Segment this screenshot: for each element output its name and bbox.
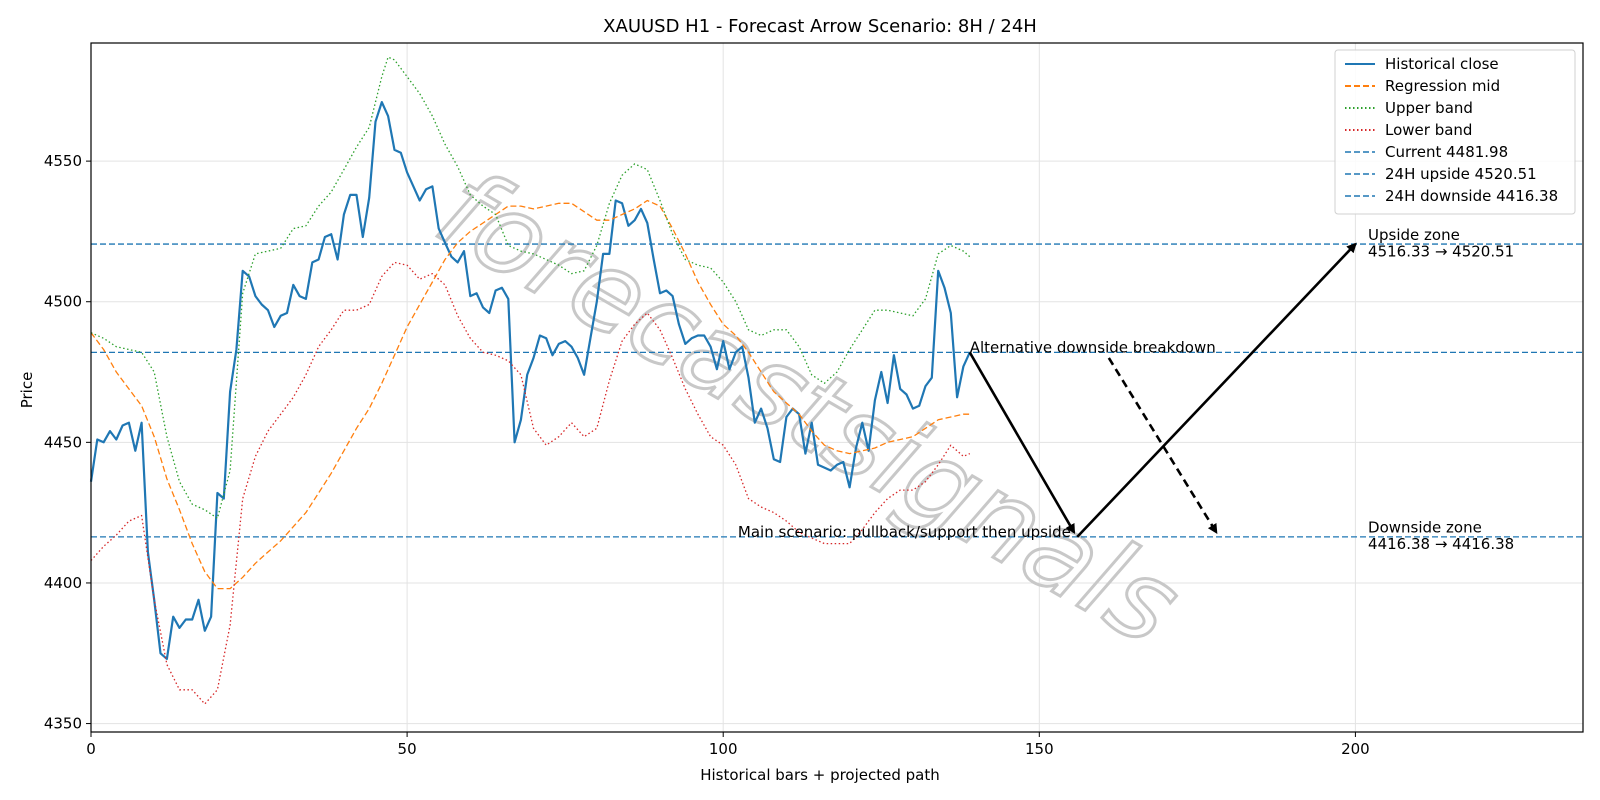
y-axis-label: Price bbox=[18, 372, 36, 409]
y-tick-label: 4450 bbox=[44, 433, 82, 451]
legend-label: Regression mid bbox=[1385, 77, 1500, 95]
y-tick-label: 4550 bbox=[44, 152, 82, 170]
arrow-2 bbox=[1107, 357, 1218, 535]
x-tick-label: 50 bbox=[398, 740, 417, 758]
plot-frame bbox=[90, 42, 1584, 733]
y-tick-label: 4350 bbox=[44, 715, 82, 733]
grid bbox=[90, 43, 1583, 732]
legend: Historical close Regression mid Upper band… bbox=[1334, 49, 1576, 215]
legend-label: Lower band bbox=[1385, 121, 1472, 139]
annotation-main: Main scenario: pullback/support then ups… bbox=[738, 523, 1071, 541]
legend-label: Current 4481.98 bbox=[1385, 143, 1508, 161]
legend-box bbox=[1334, 49, 1576, 215]
annotation-upside_range: 4516.33 → 4520.51 bbox=[1368, 243, 1514, 261]
y-tick-label: 4500 bbox=[44, 293, 82, 311]
x-axis-label: Historical bars + projected path bbox=[700, 766, 940, 784]
watermark: forecastsignals bbox=[416, 143, 1202, 672]
x-tick-label: 150 bbox=[1025, 740, 1054, 758]
annotation-downside_zone: Downside zone bbox=[1368, 518, 1482, 536]
y-tick-label: 4400 bbox=[44, 574, 82, 592]
series-lines bbox=[89, 56, 971, 705]
legend-label: Upper band bbox=[1385, 99, 1473, 117]
x-tick-label: 100 bbox=[709, 740, 738, 758]
legend-label: 24H upside 4520.51 bbox=[1385, 165, 1537, 183]
annotation-upside_zone: Upside zone bbox=[1368, 226, 1460, 244]
annotation-alt: Alternative downside breakdown bbox=[970, 338, 1216, 356]
series-line-0 bbox=[89, 100, 971, 661]
arrow-1 bbox=[1076, 242, 1357, 538]
legend-label: Historical close bbox=[1385, 55, 1499, 73]
x-tick-label: 200 bbox=[1341, 740, 1370, 758]
chart-title: XAUUSD H1 - Forecast Arrow Scenario: 8H … bbox=[603, 16, 1037, 37]
legend-label: 24H downside 4416.38 bbox=[1385, 187, 1558, 205]
annotation-downside_range: 4416.38 → 4416.38 bbox=[1368, 535, 1514, 553]
x-tick-label: 0 bbox=[86, 740, 96, 758]
series-line-1 bbox=[90, 199, 970, 590]
watermark-text: forecastsignals bbox=[418, 144, 1201, 670]
series-line-3 bbox=[90, 261, 971, 705]
arrow-0 bbox=[968, 351, 1076, 535]
annotations: Alternative downside breakdown Main scena… bbox=[738, 226, 1514, 553]
axis-ticks: 0 50 100 150 200 4350 4400 4450 4500 4550 bbox=[44, 152, 1370, 758]
scenario-arrows bbox=[968, 242, 1357, 538]
